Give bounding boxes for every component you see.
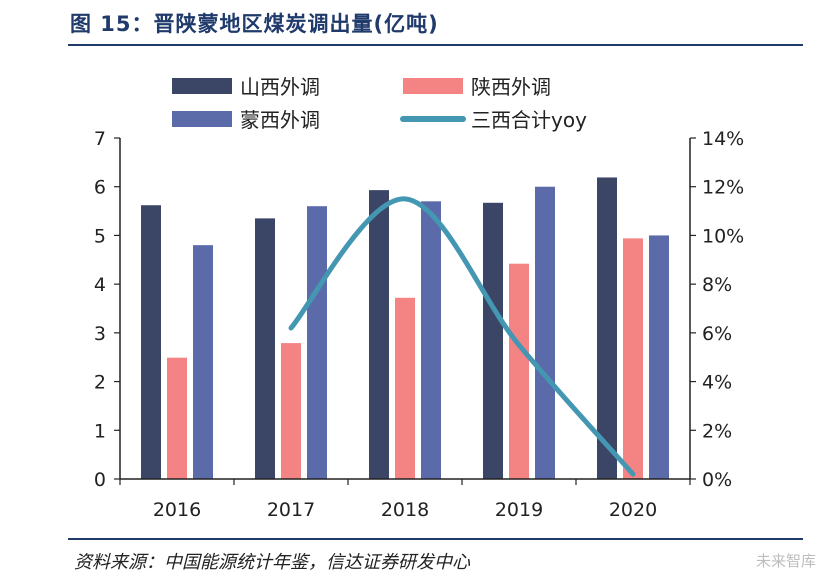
source-note: 资料来源：中国能源统计年鉴，信达证券研发中心: [74, 552, 470, 573]
y-right-tick-label: 12%: [702, 177, 744, 199]
watermark: 未来智库: [755, 552, 816, 570]
bar-山西外调-2019: [483, 202, 503, 480]
y-left-tick-label: 7: [94, 128, 106, 150]
legend-label-shaanxi: 陕西外调: [471, 75, 551, 99]
bar-蒙西外调-2020: [649, 235, 669, 479]
legend-swatch-shaanxi: [403, 78, 463, 94]
x-tick-label: 2020: [609, 499, 657, 521]
legend-swatch-mengxi: [172, 111, 232, 127]
bar-陕西外调-2019: [509, 263, 529, 479]
y-right-tick-label: 10%: [702, 225, 744, 247]
chart-title: 图 15：晋陕蒙地区煤炭调出量(亿吨): [70, 12, 439, 36]
bar-山西外调-2017: [255, 218, 275, 479]
y-left-tick-label: 2: [94, 372, 106, 394]
y-right-tick-label: 2%: [702, 420, 732, 442]
bar-蒙西外调-2016: [193, 245, 213, 479]
bar-蒙西外调-2017: [307, 206, 327, 479]
source-divider: [68, 538, 803, 540]
y-right-tick-label: 6%: [702, 323, 732, 345]
x-tick-label: 2019: [495, 499, 543, 521]
x-tick-label: 2018: [381, 499, 429, 521]
title-divider: [68, 44, 803, 46]
y-right-tick-label: 14%: [702, 128, 744, 150]
legend-swatch-shanxi: [172, 78, 232, 94]
y-right-tick-label: 0%: [702, 469, 732, 491]
y-left-tick-label: 0: [94, 469, 106, 491]
bar-山西外调-2020: [597, 177, 617, 480]
y-left-tick-label: 6: [94, 177, 106, 199]
y-right-tick-label: 4%: [702, 372, 732, 394]
bar-蒙西外调-2019: [535, 186, 555, 479]
y-right-tick-label: 8%: [702, 274, 732, 296]
chart-area: 0 1 2 3 4 5 6 7 0% 2% 4% 6% 8% 10% 12% 14% 2016 2017 2018 2…: [94, 75, 744, 521]
x-tick-label: 2016: [153, 499, 201, 521]
legend-label-mengxi: 蒙西外调: [240, 108, 320, 132]
line-series-yoy: [288, 196, 636, 477]
y-left-tick-label: 3: [94, 323, 106, 345]
y-left-tick-label: 5: [94, 225, 106, 247]
y-left-tick-label: 4: [94, 274, 106, 296]
bar-陕西外调-2017: [281, 343, 301, 479]
bar-蒙西外调-2018: [421, 201, 441, 480]
bar-山西外调-2018: [369, 190, 389, 480]
legend-label-shanxi: 山西外调: [240, 75, 320, 99]
bar-陕西外调-2018: [395, 297, 415, 479]
bar-陕西外调-2016: [167, 357, 187, 479]
legend-label-yoy: 三西合计yoy: [471, 108, 587, 132]
x-tick-label: 2017: [267, 499, 315, 521]
y-left-tick-label: 1: [94, 420, 106, 442]
bar-山西外调-2016: [141, 205, 161, 479]
bar-陕西外调-2020: [623, 238, 643, 479]
